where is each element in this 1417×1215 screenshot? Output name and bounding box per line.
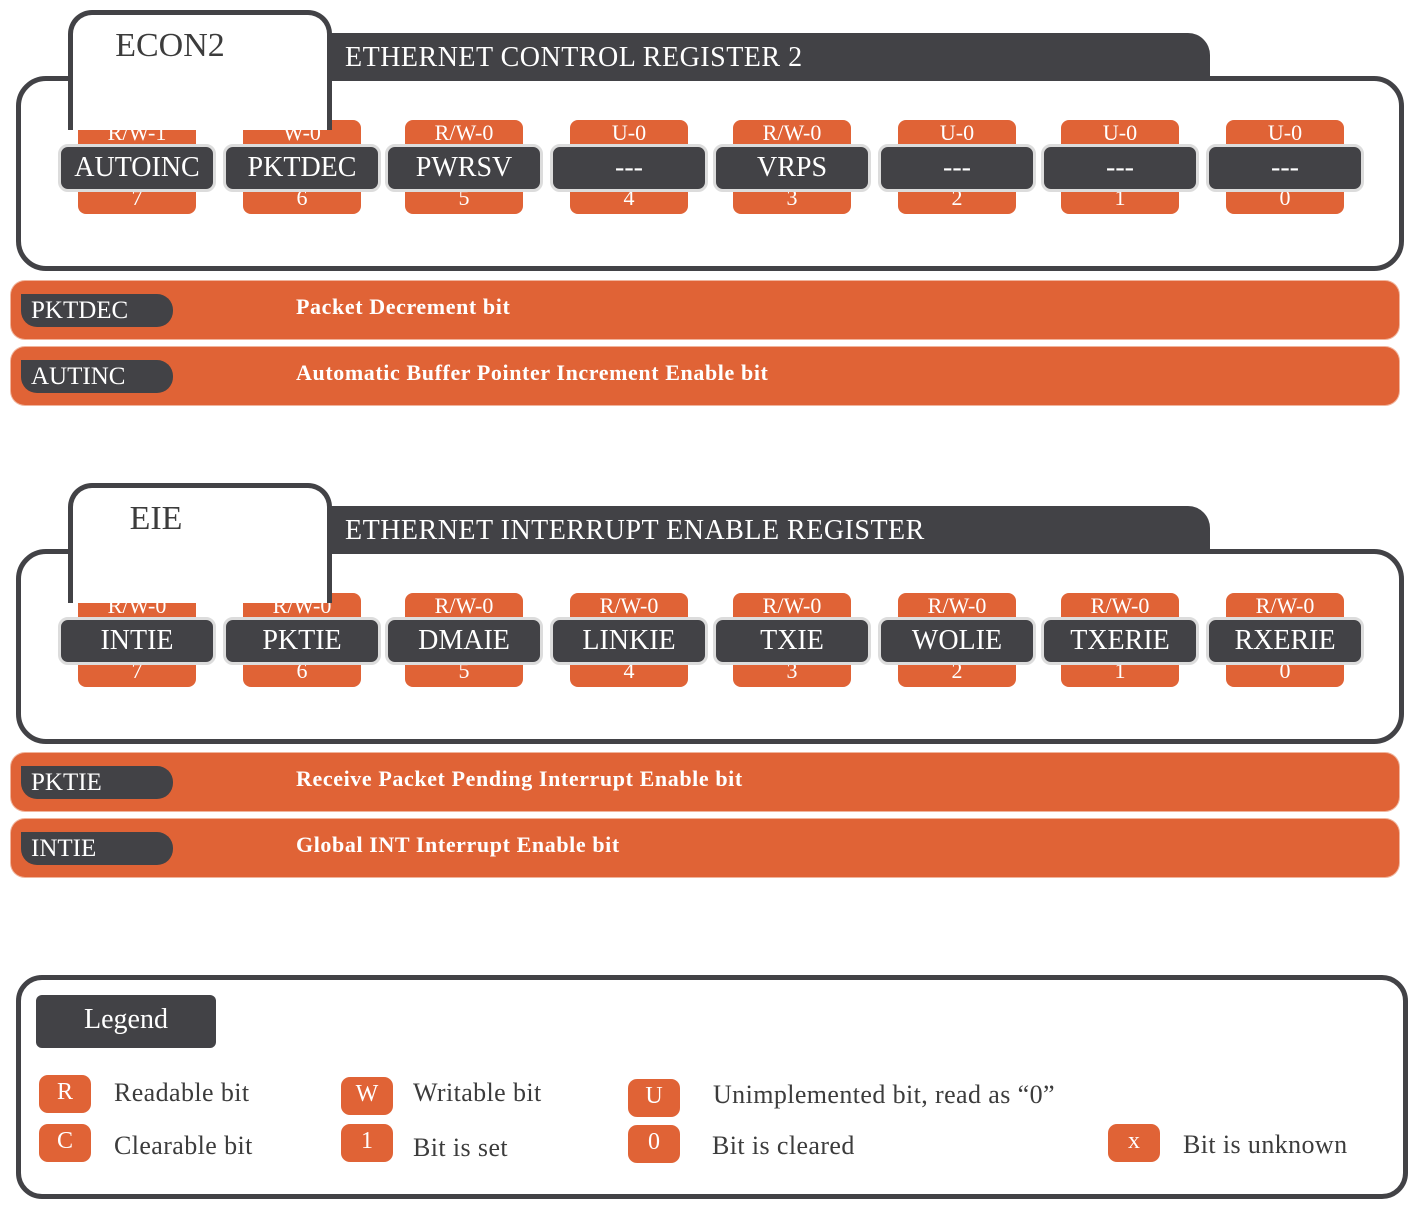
register-title: ETHERNET CONTROL REGISTER 2 bbox=[345, 42, 803, 73]
bit-cell: U-0 --- 0 bbox=[1206, 120, 1364, 214]
bit-description-row: PKTDEC Packet Decrement bit bbox=[11, 281, 1399, 339]
bit-name: INTIE bbox=[58, 617, 216, 665]
legend-text: Bit is unknown bbox=[1183, 1130, 1348, 1159]
bit-name: --- bbox=[1206, 144, 1364, 192]
bit-number: 6 bbox=[243, 660, 361, 687]
bit-access: R/W-0 bbox=[570, 593, 688, 619]
bit-number: 5 bbox=[405, 187, 523, 214]
bit-name: PKTDEC bbox=[223, 144, 381, 192]
register-name-tab bbox=[68, 10, 332, 130]
bit-cell: R/W-0 PKTIE 6 bbox=[223, 593, 381, 687]
bit-cell: R/W-0 LINKIE 4 bbox=[550, 593, 708, 687]
register-name: ECON2 bbox=[115, 27, 225, 64]
bit-description-name: INTIE bbox=[21, 832, 173, 865]
bit-number: 3 bbox=[733, 660, 851, 687]
bit-name: DMAIE bbox=[385, 617, 543, 665]
legend-key: 1 bbox=[341, 1124, 393, 1162]
bit-name: RXERIE bbox=[1206, 617, 1364, 665]
bit-name: AUTOINC bbox=[58, 144, 216, 192]
bit-number: 6 bbox=[243, 187, 361, 214]
bit-name: WOLIE bbox=[878, 617, 1036, 665]
bit-number: 3 bbox=[733, 187, 851, 214]
bit-access: U-0 bbox=[570, 120, 688, 146]
bit-name: VRPS bbox=[713, 144, 871, 192]
legend-box bbox=[16, 975, 1408, 1199]
bit-cell: R/W-0 TXERIE 1 bbox=[1041, 593, 1199, 687]
bit-cell: R/W-0 DMAIE 5 bbox=[385, 593, 543, 687]
bit-cell: R/W-0 PWRSV 5 bbox=[385, 120, 543, 214]
bit-name: TXIE bbox=[713, 617, 871, 665]
legend-text: Readable bit bbox=[114, 1078, 250, 1107]
bit-description-row: AUTINC Automatic Buffer Pointer Incremen… bbox=[11, 347, 1399, 405]
register-title: ETHERNET INTERRUPT ENABLE REGISTER bbox=[345, 515, 925, 546]
bit-description-name: PKTIE bbox=[21, 766, 173, 799]
bit-access: U-0 bbox=[1226, 120, 1344, 146]
bit-access: R/W-0 bbox=[898, 593, 1016, 619]
bit-description-text: Automatic Buffer Pointer Increment Enabl… bbox=[296, 360, 769, 385]
bit-name: PKTIE bbox=[223, 617, 381, 665]
register-name: EIE bbox=[129, 500, 183, 537]
bit-number: 5 bbox=[405, 660, 523, 687]
bit-description-text: Global INT Interrupt Enable bit bbox=[296, 832, 620, 857]
bit-access: R/W-0 bbox=[733, 593, 851, 619]
legend-key: C bbox=[39, 1124, 91, 1162]
bit-cell: R/W-1 AUTOINC 7 bbox=[58, 120, 216, 214]
bit-access: U-0 bbox=[898, 120, 1016, 146]
bit-cell: R/W-0 TXIE 3 bbox=[713, 593, 871, 687]
register-title-bar bbox=[326, 33, 1210, 81]
legend-title: Legend bbox=[36, 995, 216, 1048]
bit-description-row: PKTIE Receive Packet Pending Interrupt E… bbox=[11, 753, 1399, 811]
bit-cell: R/W-0 INTIE 7 bbox=[58, 593, 216, 687]
bit-number: 0 bbox=[1226, 187, 1344, 214]
bit-number: 0 bbox=[1226, 660, 1344, 687]
bit-name: LINKIE bbox=[550, 617, 708, 665]
bit-access: R/W-0 bbox=[1061, 593, 1179, 619]
register-eie: EIE ETHERNET INTERRUPT ENABLE REGISTER R… bbox=[0, 473, 1417, 873]
legend-text: Bit is cleared bbox=[712, 1131, 855, 1160]
bit-cell: R/W-0 VRPS 3 bbox=[713, 120, 871, 214]
bit-cell: U-0 --- 1 bbox=[1041, 120, 1199, 214]
bit-cell: U-0 --- 4 bbox=[550, 120, 708, 214]
bit-number: 2 bbox=[898, 660, 1016, 687]
legend-key: 0 bbox=[628, 1125, 680, 1163]
bit-name: --- bbox=[550, 144, 708, 192]
bit-access: R/W-0 bbox=[1226, 593, 1344, 619]
bit-name: TXERIE bbox=[1041, 617, 1199, 665]
bit-description-name: PKTDEC bbox=[21, 294, 173, 327]
legend-key: U bbox=[628, 1079, 680, 1117]
register-title-bar bbox=[326, 506, 1210, 554]
legend-text: Unimplemented bit, read as “0” bbox=[713, 1080, 1055, 1109]
bit-access: R/W-0 bbox=[733, 120, 851, 146]
bit-name: --- bbox=[1041, 144, 1199, 192]
bit-number: 1 bbox=[1061, 187, 1179, 214]
legend-key: x bbox=[1108, 1124, 1160, 1162]
bit-access: R/W-0 bbox=[405, 593, 523, 619]
bit-number: 2 bbox=[898, 187, 1016, 214]
bit-name: --- bbox=[878, 144, 1036, 192]
bit-number: 4 bbox=[570, 660, 688, 687]
bit-cell: R/W-0 RXERIE 0 bbox=[1206, 593, 1364, 687]
bit-cell: R/W-0 WOLIE 2 bbox=[878, 593, 1036, 687]
legend-key: R bbox=[39, 1075, 91, 1113]
bit-description-text: Packet Decrement bit bbox=[296, 294, 511, 319]
bit-cell: U-0 --- 2 bbox=[878, 120, 1036, 214]
legend-key: W bbox=[341, 1077, 393, 1115]
bit-access: U-0 bbox=[1061, 120, 1179, 146]
legend-text: Writable bit bbox=[413, 1078, 542, 1107]
bit-name: PWRSV bbox=[385, 144, 543, 192]
bit-number: 7 bbox=[78, 660, 196, 687]
bit-number: 4 bbox=[570, 187, 688, 214]
legend-text: Bit is set bbox=[413, 1133, 509, 1162]
bit-description-row: INTIE Global INT Interrupt Enable bit bbox=[11, 819, 1399, 877]
bit-number: 7 bbox=[78, 187, 196, 214]
register-econ2: ECON2 ETHERNET CONTROL REGISTER 2 R/W-1 … bbox=[0, 0, 1417, 400]
register-name-tab bbox=[68, 483, 332, 603]
bit-description-text: Receive Packet Pending Interrupt Enable … bbox=[296, 766, 743, 791]
bit-description-name: AUTINC bbox=[21, 360, 173, 393]
bit-access: R/W-0 bbox=[405, 120, 523, 146]
legend-text: Clearable bit bbox=[114, 1131, 253, 1160]
bit-number: 1 bbox=[1061, 660, 1179, 687]
bit-cell: W-0 PKTDEC 6 bbox=[223, 120, 381, 214]
